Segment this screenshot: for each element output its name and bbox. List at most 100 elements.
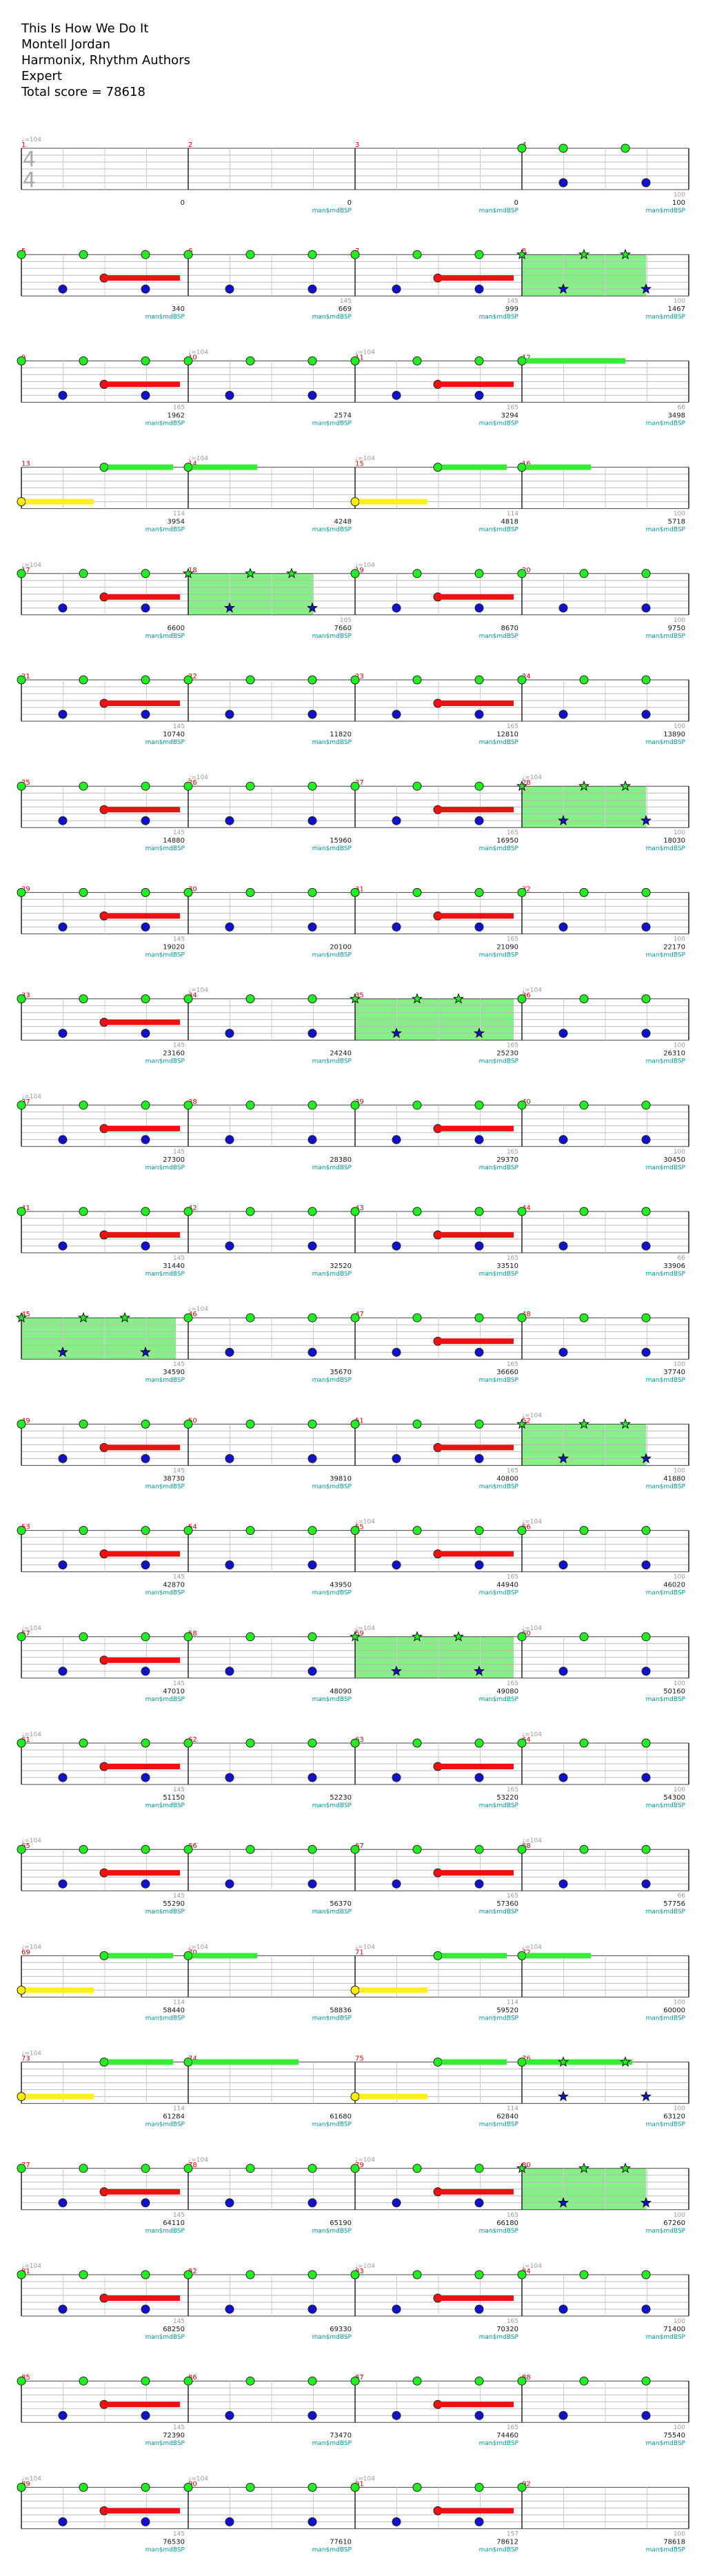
blue-note <box>474 1560 484 1570</box>
tempo-marker: ♩=104 <box>188 987 208 994</box>
measure-score: 100 <box>672 199 685 207</box>
star-note <box>619 1418 632 1429</box>
measure-score: 39810 <box>330 1475 352 1482</box>
green-note <box>141 994 150 1004</box>
green-note <box>517 1100 527 1110</box>
measure-number: 48 <box>522 1311 531 1318</box>
blue-note <box>474 2198 484 2208</box>
green-note <box>517 2270 527 2280</box>
measure-tag: man$mdBSP <box>646 420 686 427</box>
measure-score: 41880 <box>663 1475 685 1482</box>
measure-number: 81 <box>21 2268 30 2275</box>
measure-score: 53220 <box>496 1794 518 1802</box>
tempo-marker: ♩=104 <box>21 2051 41 2057</box>
green-note <box>79 356 88 365</box>
measure-number: 46 <box>188 1311 197 1318</box>
measure-number: 79 <box>355 2162 364 2169</box>
blue-note <box>474 816 484 825</box>
measure-tag: man$mdBSP <box>312 739 352 746</box>
yellow-sustain <box>359 1987 427 1993</box>
yellow-sustain <box>26 2093 94 2100</box>
green-note <box>307 2482 317 2492</box>
blue-note <box>141 284 150 294</box>
blue-note <box>307 1453 317 1463</box>
measure-score: 51150 <box>163 1794 185 1802</box>
blue-note <box>58 1453 68 1463</box>
measure-score: 0 <box>514 199 518 207</box>
star-note <box>619 2056 632 2067</box>
green-note <box>307 994 317 1004</box>
star-note <box>578 248 590 260</box>
measure-score: 74460 <box>496 2432 518 2439</box>
green-note <box>579 675 589 685</box>
green-note <box>141 1100 150 1110</box>
green-note <box>307 1419 317 1429</box>
blue-note <box>558 603 568 613</box>
measure-score: 76530 <box>163 2538 185 2546</box>
green-note <box>517 2482 527 2492</box>
green-note <box>183 463 193 472</box>
green-note <box>183 1207 193 1216</box>
measure-score: 71400 <box>663 2326 685 2333</box>
measure-number: 3 <box>355 141 359 149</box>
multiplier-label: 145 <box>173 936 185 943</box>
multiplier-label: 100 <box>674 511 685 518</box>
blue-note <box>474 1241 484 1251</box>
green-note <box>17 675 26 685</box>
measure-tag: man$mdBSP <box>312 1909 352 1915</box>
song-artist: Montell Jordan <box>21 37 111 52</box>
green-note <box>79 675 88 685</box>
measure-score: 4248 <box>334 519 352 526</box>
green-note <box>579 1632 589 1642</box>
red-sustain <box>104 1551 180 1557</box>
blue-note <box>474 1773 484 1782</box>
blue-note <box>558 178 568 188</box>
measure-score: 28380 <box>330 1156 352 1164</box>
tempo-marker: ♩=104 <box>522 1519 542 1526</box>
star-note <box>578 2162 590 2173</box>
green-note <box>79 2482 88 2492</box>
green-note <box>245 250 255 259</box>
green-note <box>474 1313 484 1322</box>
star-note <box>557 1452 569 1464</box>
green-note <box>412 2164 422 2173</box>
measure-score: 59520 <box>496 2006 518 2014</box>
measure-score: 58440 <box>163 2006 185 2014</box>
multiplier-label: 100 <box>674 1574 685 1581</box>
measure-score: 38730 <box>163 1475 185 1482</box>
tempo-marker: ♩=104 <box>355 1625 375 1632</box>
blue-note <box>558 1029 568 1038</box>
multiplier-label: 100 <box>674 1680 685 1687</box>
tempo-marker: ♩=104 <box>522 1412 542 1419</box>
green-note <box>141 2164 150 2173</box>
blue-note <box>392 603 401 613</box>
blue-note <box>141 1241 150 1251</box>
green-note <box>579 1207 589 1216</box>
green-note <box>141 1526 150 1536</box>
measure-tag: man$mdBSP <box>479 1271 519 1278</box>
measure-score: 55290 <box>163 1900 185 1908</box>
blue-note <box>641 1241 651 1251</box>
measure-score: 75540 <box>663 2432 685 2439</box>
multiplier-label: 145 <box>173 1893 185 1900</box>
blue-note <box>392 2304 401 2314</box>
measure-number: 75 <box>355 2055 364 2063</box>
measure-number: 67 <box>355 1842 364 1850</box>
green-note <box>579 1844 589 1854</box>
measure-number: 80 <box>522 2162 531 2169</box>
green-note <box>183 356 193 365</box>
blue-note <box>141 603 150 613</box>
measure-score: 43950 <box>330 1582 352 1589</box>
blue-note <box>58 2411 68 2420</box>
measure-number: 16 <box>522 461 531 468</box>
multiplier-label: 145 <box>173 2318 185 2325</box>
green-note <box>517 463 527 472</box>
green-note <box>517 143 527 153</box>
multiplier-label: 165 <box>507 1574 518 1581</box>
green-note <box>307 1526 317 1536</box>
green-note <box>474 1207 484 1216</box>
measure-tag: man$mdBSP <box>145 314 185 321</box>
blue-note <box>558 1773 568 1782</box>
blue-note <box>307 1773 317 1782</box>
